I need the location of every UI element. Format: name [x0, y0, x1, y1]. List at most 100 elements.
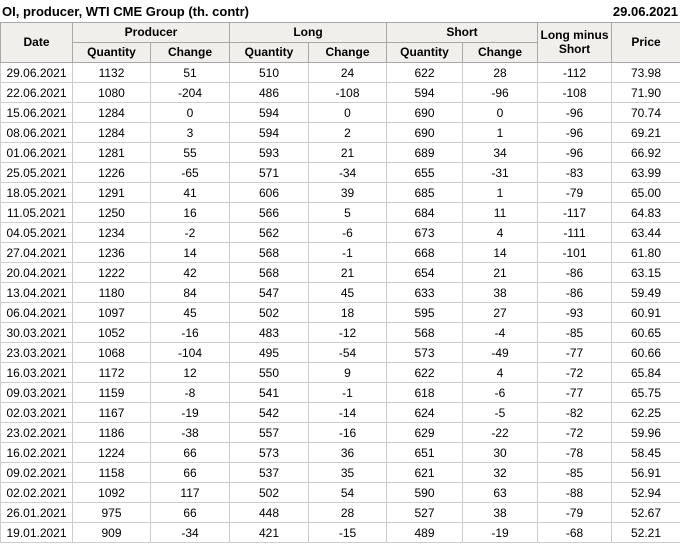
producer-change-cell: -16 [150, 322, 230, 343]
report-date: 29.06.2021 [612, 3, 678, 19]
producer-quantity-cell: 1234 [72, 222, 151, 243]
price-cell: 59.96 [611, 422, 680, 443]
short-quantity-cell: 689 [386, 142, 464, 163]
price-cell: 65.75 [611, 382, 680, 403]
short-change-cell: -4 [462, 322, 539, 343]
short-quantity-cell: 621 [386, 462, 464, 483]
producer-quantity-cell: 1236 [72, 242, 151, 263]
date-cell: 01.06.2021 [0, 142, 73, 163]
date-cell: 06.04.2021 [0, 302, 73, 323]
date-cell: 29.06.2021 [0, 62, 73, 83]
long-minus-short-cell: -117 [537, 202, 613, 223]
date-cell: 08.06.2021 [0, 122, 73, 143]
long-change-cell: -34 [307, 162, 388, 183]
long-minus-short-cell: -83 [537, 162, 613, 183]
long-minus-short-cell: -96 [537, 142, 613, 163]
short-quantity-cell: 690 [386, 102, 464, 123]
long-minus-short-cell: -111 [537, 222, 613, 243]
long-minus-short-cell: -79 [537, 182, 613, 203]
short-quantity-cell: 668 [386, 242, 464, 263]
short-quantity-cell: 622 [386, 62, 464, 83]
table-row: 09.03.2021 1159 -8 541 -1 618 -6 -77 65.75 [0, 382, 680, 403]
short-change-cell: -5 [462, 402, 539, 423]
price-cell: 62.25 [611, 402, 680, 423]
table-row: 16.03.2021 1172 12 550 9 622 4 -72 65.84 [0, 362, 680, 383]
table-row: 29.06.2021 1132 51 510 24 622 28 -112 73.98 [0, 62, 680, 83]
long-minus-short-cell: -77 [537, 382, 613, 403]
producer-change-cell: 16 [150, 202, 230, 223]
long-minus-short-cell: -96 [537, 122, 613, 143]
long-minus-short-cell: -82 [537, 402, 613, 423]
producer-change-cell: -104 [150, 342, 230, 363]
long-change-cell: 54 [307, 482, 388, 503]
table-row: 15.06.2021 1284 0 594 0 690 0 -96 70.74 [0, 102, 680, 123]
header-long-group: Long [228, 22, 388, 43]
short-change-cell: -22 [462, 422, 539, 443]
table-row: 02.03.2021 1167 -19 542 -14 624 -5 -82 62.25 [0, 402, 680, 423]
producer-change-cell: 84 [150, 282, 230, 303]
price-cell: 63.99 [611, 162, 680, 183]
date-cell: 20.04.2021 [0, 262, 73, 283]
long-minus-short-cell: -112 [537, 62, 613, 83]
price-cell: 69.21 [611, 122, 680, 143]
producer-quantity-cell: 1167 [72, 402, 151, 423]
producer-change-cell: -38 [150, 422, 230, 443]
table-row: 11.05.2021 1250 16 566 5 684 11 -117 64.83 [0, 202, 680, 223]
price-cell: 61.80 [611, 242, 680, 263]
long-quantity-cell: 483 [229, 322, 309, 343]
price-cell: 63.44 [611, 222, 680, 243]
long-minus-short-cell: -86 [537, 262, 613, 283]
table-row: 27.04.2021 1236 14 568 -1 668 14 -101 61.80 [0, 242, 680, 263]
short-quantity-cell: 655 [386, 162, 464, 183]
date-cell: 16.03.2021 [0, 362, 73, 383]
short-change-cell: 34 [462, 142, 539, 163]
producer-quantity-cell: 1284 [72, 102, 151, 123]
table-row: 23.03.2021 1068 -104 495 -54 573 -49 -77 60.66 [0, 342, 680, 363]
date-cell: 19.01.2021 [0, 522, 73, 543]
date-cell: 26.01.2021 [0, 502, 73, 523]
long-change-cell: -14 [307, 402, 388, 423]
short-change-cell: -6 [462, 382, 539, 403]
long-change-cell: -54 [307, 342, 388, 363]
long-change-cell: 36 [307, 442, 388, 463]
table-row: 20.04.2021 1222 42 568 21 654 21 -86 63.15 [0, 262, 680, 283]
long-quantity-cell: 448 [229, 502, 309, 523]
header-short-quantity: Quantity [386, 42, 464, 63]
short-change-cell: -49 [462, 342, 539, 363]
long-quantity-cell: 566 [229, 202, 309, 223]
price-cell: 66.92 [611, 142, 680, 163]
short-change-cell: -96 [462, 82, 539, 103]
long-quantity-cell: 537 [229, 462, 309, 483]
producer-change-cell: 14 [150, 242, 230, 263]
price-cell: 70.74 [611, 102, 680, 123]
long-quantity-cell: 550 [229, 362, 309, 383]
short-change-cell: 28 [462, 62, 539, 83]
date-cell: 09.03.2021 [0, 382, 73, 403]
long-change-cell: -1 [307, 382, 388, 403]
short-quantity-cell: 595 [386, 302, 464, 323]
producer-change-cell: 0 [150, 102, 230, 123]
producer-quantity-cell: 1180 [72, 282, 151, 303]
price-cell: 65.00 [611, 182, 680, 203]
long-minus-short-cell: -78 [537, 442, 613, 463]
long-minus-short-cell: -85 [537, 322, 613, 343]
header-long-change: Change [307, 42, 388, 63]
price-cell: 60.91 [611, 302, 680, 323]
producer-quantity-cell: 975 [72, 502, 151, 523]
date-cell: 02.03.2021 [0, 402, 73, 423]
short-change-cell: 4 [462, 362, 539, 383]
short-change-cell: -19 [462, 522, 539, 543]
table-row: 23.02.2021 1186 -38 557 -16 629 -22 -72 59.96 [0, 422, 680, 443]
producer-change-cell: 45 [150, 302, 230, 323]
producer-quantity-cell: 1097 [72, 302, 151, 323]
table-row: 04.05.2021 1234 -2 562 -6 673 4 -111 63.44 [0, 222, 680, 243]
table-row: 01.06.2021 1281 55 593 21 689 34 -96 66.92 [0, 142, 680, 163]
long-quantity-cell: 502 [229, 482, 309, 503]
price-cell: 64.83 [611, 202, 680, 223]
producer-quantity-cell: 909 [72, 522, 151, 543]
price-cell: 71.90 [611, 82, 680, 103]
short-change-cell: -31 [462, 162, 539, 183]
long-quantity-cell: 495 [229, 342, 309, 363]
header-long-quantity: Quantity [229, 42, 309, 63]
